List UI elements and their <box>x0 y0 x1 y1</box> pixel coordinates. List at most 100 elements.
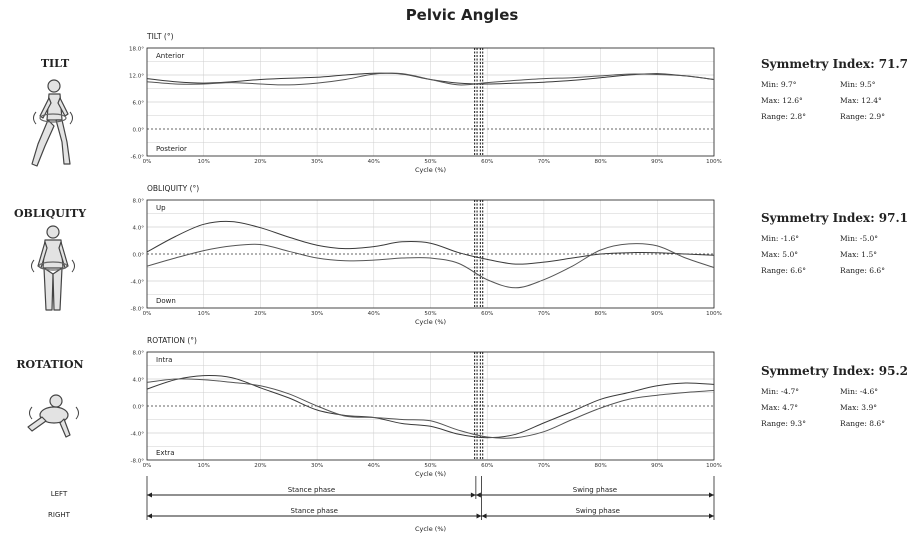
stat-right-range: Range: 2.9° <box>840 112 885 121</box>
phase-x-axis-label: Cycle (%) <box>415 525 446 533</box>
stat-left-max: Max: 5.0° <box>761 250 798 259</box>
stat-left-range: Range: 2.8° <box>761 112 806 121</box>
x-tick-label: 20% <box>254 159 266 165</box>
y-tick-label: 8.0° <box>133 351 145 357</box>
x-tick-label: 60% <box>481 463 493 469</box>
top-annotation: Anterior <box>156 52 184 60</box>
walking-figure-icon <box>31 79 73 167</box>
phase-right-label: RIGHT <box>48 511 70 519</box>
phase-arrow-head <box>476 513 482 519</box>
x-tick-label: 80% <box>594 159 606 165</box>
phase-arrow-head <box>147 513 152 519</box>
x-tick-label: 70% <box>538 463 550 469</box>
stat-left-range: Range: 9.3° <box>761 419 806 428</box>
stance-label-right: Stance phase <box>291 507 338 515</box>
x-tick-label: 100% <box>706 463 722 469</box>
obliquity-chart: OBLIQUITY (°) -8.0° -4.0° 0.0° 4.0° 8.0° 0% 10%… <box>131 184 722 326</box>
plot-frame <box>146 199 715 309</box>
x-axis-label: Cycle (%) <box>415 166 446 174</box>
x-tick-label: 30% <box>311 463 323 469</box>
x-tick-label: 0% <box>143 311 152 317</box>
top-annotation: Intra <box>156 356 172 364</box>
x-tick-label: 0% <box>143 159 152 165</box>
y-tick-label: -4.0° <box>131 432 145 438</box>
x-tick-label: 0% <box>143 463 152 469</box>
stat-left-min: Min: -4.7° <box>761 387 800 396</box>
stat-right-max: Max: 1.5° <box>840 250 877 259</box>
x-tick-label: 40% <box>368 311 380 317</box>
stat-right-min: Min: -4.6° <box>840 387 879 396</box>
x-tick-label: 90% <box>651 463 663 469</box>
y-tick-label: -6.0° <box>131 155 145 161</box>
x-tick-label: 90% <box>651 311 663 317</box>
left-curve <box>146 220 715 265</box>
stance-label-left: Stance phase <box>288 486 335 494</box>
y-tick-label: -8.0° <box>131 307 145 313</box>
plot-frame <box>146 47 715 157</box>
x-tick-label: 90% <box>651 159 663 165</box>
phase-arrow-head <box>481 513 487 519</box>
stat-right-max: Max: 3.9° <box>840 403 877 412</box>
x-tick-label: 50% <box>424 159 436 165</box>
stat-right-range: Range: 6.6° <box>840 266 885 275</box>
phase-arrow-head <box>475 492 481 498</box>
y-tick-label: -8.0° <box>131 459 145 465</box>
swing-label-left: Swing phase <box>573 486 617 494</box>
phase-arrow-head <box>709 492 714 498</box>
rotation-chart: ROTATION (°) -8.0° -4.0° 0.0° 4.0° 8.0° 0% 10% 2… <box>131 336 722 478</box>
x-tick-label: 40% <box>368 463 380 469</box>
symmetry-index-tilt: Symmetry Index: 71.7 <box>761 57 909 71</box>
x-tick-label: 60% <box>481 159 493 165</box>
phase-arrow-head <box>147 492 152 498</box>
plot-frame <box>146 351 715 461</box>
bottom-annotation: Posterior <box>156 145 187 153</box>
y-tick-label: -4.0° <box>131 280 145 286</box>
tilt-chart: TILT (°) -6.0° 0.0° 6.0° 12.0° 18.0° 0% 10% 20% 3… <box>129 32 722 174</box>
stat-right-max: Max: 12.4° <box>840 96 882 105</box>
y-tick-label: 4.0° <box>133 226 145 232</box>
right-curve <box>146 243 715 289</box>
bottom-annotation: Down <box>156 297 176 305</box>
y-tick-label: 6.0° <box>133 101 145 107</box>
y-tick-label: 0.0° <box>133 253 145 259</box>
row-label-obliquity: OBLIQUITY <box>13 207 87 220</box>
y-tick-label: 8.0° <box>133 199 145 205</box>
stat-left-min: Min: -1.6° <box>761 234 800 243</box>
page-title: Pelvic Angles <box>405 6 519 24</box>
row-label-rotation: ROTATION <box>16 358 84 371</box>
gait-phase-diagram: Stance phase Swing phase Stance phase Swing… <box>146 476 715 533</box>
phase-left-label: LEFT <box>50 490 68 498</box>
x-tick-label: 60% <box>481 311 493 317</box>
rotation-figure-icon <box>27 394 79 438</box>
left-curve <box>146 375 715 439</box>
stat-right-min: Min: 9.5° <box>840 80 876 89</box>
x-tick-label: 80% <box>594 311 606 317</box>
x-tick-label: 50% <box>424 463 436 469</box>
y-tick-label: 18.0° <box>129 47 144 53</box>
stat-right-min: Min: -5.0° <box>840 234 879 243</box>
x-tick-label: 40% <box>368 159 380 165</box>
right-curve <box>146 72 715 86</box>
x-tick-label: 10% <box>198 159 210 165</box>
x-tick-label: 50% <box>424 311 436 317</box>
chart-title: TILT (°) <box>146 32 174 41</box>
y-tick-label: 0.0° <box>133 128 145 134</box>
x-axis-label: Cycle (%) <box>415 318 446 326</box>
x-tick-label: 70% <box>538 311 550 317</box>
row-label-tilt: TILT <box>40 57 70 70</box>
right-curve <box>146 378 715 439</box>
x-tick-label: 70% <box>538 159 550 165</box>
x-tick-label: 100% <box>706 311 722 317</box>
x-tick-label: 10% <box>198 311 210 317</box>
swing-label-right: Swing phase <box>576 507 620 515</box>
x-tick-label: 30% <box>311 311 323 317</box>
x-tick-label: 80% <box>594 463 606 469</box>
y-tick-label: 4.0° <box>133 378 145 384</box>
x-tick-label: 100% <box>706 159 722 165</box>
x-tick-label: 10% <box>198 463 210 469</box>
x-axis-label: Cycle (%) <box>415 470 446 478</box>
y-tick-label: 0.0° <box>133 405 145 411</box>
stat-left-range: Range: 6.6° <box>761 266 806 275</box>
chart-title: ROTATION (°) <box>147 336 197 345</box>
stat-left-max: Max: 4.7° <box>761 403 798 412</box>
